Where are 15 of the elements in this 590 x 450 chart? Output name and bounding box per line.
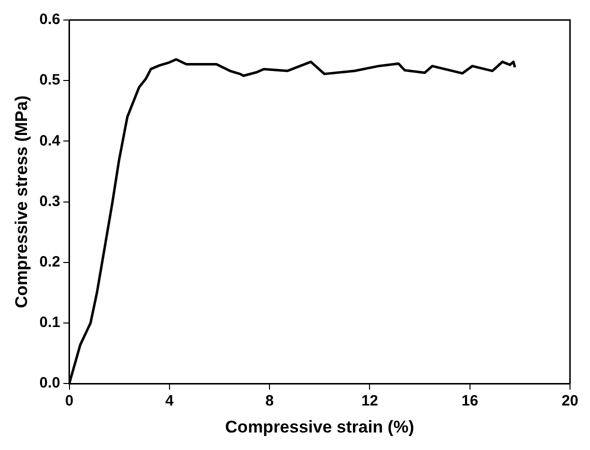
y-tick-label: 0.0 (39, 374, 60, 392)
x-tick-label: 12 (361, 392, 378, 410)
y-tick-label: 0.5 (39, 72, 60, 89)
y-tick-label: 0.1 (39, 314, 60, 332)
x-tick-label: 20 (562, 392, 578, 410)
x-tick-label: 8 (265, 392, 274, 410)
y-tick-label: 0.2 (39, 254, 60, 271)
x-tick-label: 16 (462, 392, 478, 410)
y-axis-title: Compressive stress (MPa) (12, 96, 31, 308)
x-tick-label: 0 (65, 392, 74, 410)
x-tick-label: 4 (165, 392, 174, 410)
y-tick-label: 0.4 (39, 132, 61, 150)
y-tick-label: 0.3 (39, 192, 60, 210)
y-tick-label: 0.6 (39, 11, 60, 28)
x-axis-title: Compressive strain (%) (225, 417, 414, 436)
